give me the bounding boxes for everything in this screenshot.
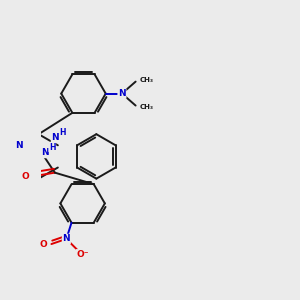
- Text: O: O: [40, 239, 48, 248]
- Text: O⁻: O⁻: [76, 250, 89, 259]
- Text: CH₃: CH₃: [139, 77, 153, 83]
- Text: H: H: [49, 142, 56, 152]
- Text: O: O: [22, 172, 30, 181]
- Text: N: N: [16, 141, 23, 150]
- Text: N: N: [41, 148, 48, 158]
- Text: H: H: [60, 128, 66, 137]
- Text: N: N: [118, 89, 126, 98]
- Text: N: N: [52, 133, 59, 142]
- Text: N: N: [63, 234, 70, 243]
- Text: CH₃: CH₃: [139, 104, 153, 110]
